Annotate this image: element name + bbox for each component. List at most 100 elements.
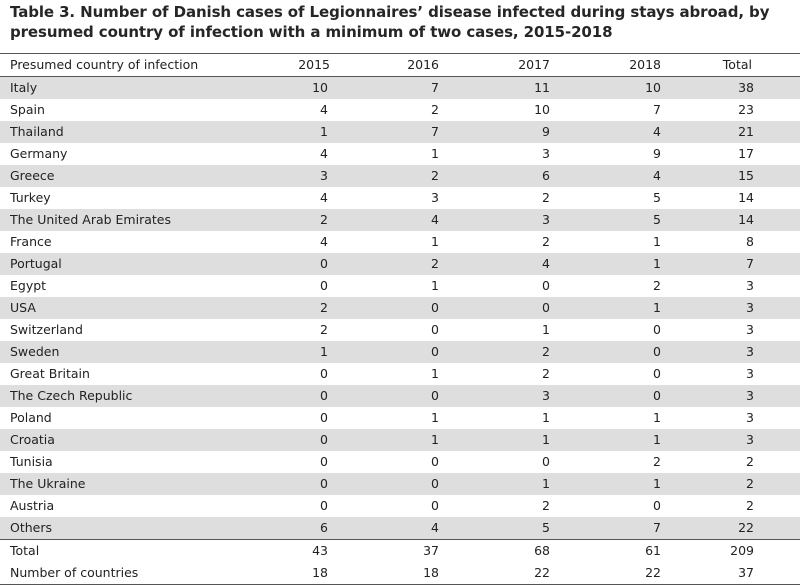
cell-2018: 7 [570, 99, 686, 121]
cell-country: Turkey [0, 187, 222, 209]
table-row: USA 2 0 0 1 3 [0, 297, 800, 319]
cell-total: 209 [686, 539, 800, 562]
header-2018: 2018 [570, 53, 686, 77]
header-2016: 2016 [338, 53, 454, 77]
cell-2015: 2 [222, 319, 338, 341]
cell-country: Greece [0, 165, 222, 187]
table-row: Germany 4 1 3 9 17 [0, 143, 800, 165]
cell-2016: 1 [338, 429, 454, 451]
table-row: The United Arab Emirates 2 4 3 5 14 [0, 209, 800, 231]
cell-2016: 4 [338, 209, 454, 231]
cell-country: The Czech Republic [0, 385, 222, 407]
country-count-row: Number of countries 18 18 22 22 37 [0, 562, 800, 585]
cell-total: 3 [686, 275, 800, 297]
cell-2015: 43 [222, 539, 338, 562]
cell-2018: 0 [570, 319, 686, 341]
cell-2018: 61 [570, 539, 686, 562]
cell-total: 3 [686, 341, 800, 363]
cell-country: Egypt [0, 275, 222, 297]
cell-2015: 4 [222, 187, 338, 209]
cell-2015: 0 [222, 451, 338, 473]
cell-total: 3 [686, 297, 800, 319]
cell-2017: 1 [454, 407, 570, 429]
cell-2016: 0 [338, 495, 454, 517]
table-row: Italy 10 7 11 10 38 [0, 76, 800, 99]
cell-2015: 0 [222, 363, 338, 385]
cell-total: 2 [686, 495, 800, 517]
cell-2018: 1 [570, 297, 686, 319]
cell-total: 8 [686, 231, 800, 253]
cell-2017: 2 [454, 231, 570, 253]
cell-2018: 1 [570, 407, 686, 429]
cell-total: 3 [686, 429, 800, 451]
cell-2017: 1 [454, 473, 570, 495]
cell-2016: 1 [338, 231, 454, 253]
cell-2016: 1 [338, 363, 454, 385]
cell-2016: 0 [338, 385, 454, 407]
cell-2018: 22 [570, 562, 686, 585]
cell-2015: 1 [222, 121, 338, 143]
cell-2016: 1 [338, 143, 454, 165]
cell-2017: 68 [454, 539, 570, 562]
cell-total: 7 [686, 253, 800, 275]
cell-country: Sweden [0, 341, 222, 363]
cell-country: France [0, 231, 222, 253]
cell-2016: 1 [338, 275, 454, 297]
cell-2015: 4 [222, 143, 338, 165]
cell-2017: 4 [454, 253, 570, 275]
table-footer: Total 43 37 68 61 209 Number of countries 18 18 2… [0, 539, 800, 585]
cell-2017: 5 [454, 517, 570, 540]
cell-country: Tunisia [0, 451, 222, 473]
cell-country: Switzerland [0, 319, 222, 341]
table-body: Italy 10 7 11 10 38 Spain 4 2 10 7 23 Thailand 1 7 9 4 21… [0, 76, 800, 540]
data-table-container: Presumed country of infection 2015 2016 … [0, 53, 800, 585]
cell-2016: 0 [338, 319, 454, 341]
table-row: Greece 3 2 6 4 15 [0, 165, 800, 187]
header-2017: 2017 [454, 53, 570, 77]
cell-total: 3 [686, 407, 800, 429]
cell-2016: 3 [338, 187, 454, 209]
cell-2018: 1 [570, 429, 686, 451]
cell-2016: 2 [338, 165, 454, 187]
cell-country: Total [0, 539, 222, 562]
cell-total: 21 [686, 121, 800, 143]
cell-2016: 1 [338, 407, 454, 429]
cell-2017: 3 [454, 209, 570, 231]
cell-country: USA [0, 297, 222, 319]
cell-2015: 0 [222, 495, 338, 517]
cell-2016: 0 [338, 473, 454, 495]
cell-total: 2 [686, 473, 800, 495]
cell-2018: 0 [570, 363, 686, 385]
cell-total: 14 [686, 187, 800, 209]
cell-2018: 2 [570, 275, 686, 297]
cell-2016: 18 [338, 562, 454, 585]
table-row: Poland 0 1 1 1 3 [0, 407, 800, 429]
table-row: France 4 1 2 1 8 [0, 231, 800, 253]
cell-2017: 22 [454, 562, 570, 585]
cell-2016: 7 [338, 121, 454, 143]
table-row: Portugal 0 2 4 1 7 [0, 253, 800, 275]
cell-total: 22 [686, 517, 800, 540]
header-row: Presumed country of infection 2015 2016 … [0, 53, 800, 77]
cell-2015: 18 [222, 562, 338, 585]
cell-2018: 4 [570, 165, 686, 187]
cell-total: 15 [686, 165, 800, 187]
cell-total: 17 [686, 143, 800, 165]
header-2015: 2015 [222, 53, 338, 77]
cell-2016: 37 [338, 539, 454, 562]
cell-2017: 3 [454, 385, 570, 407]
cell-2018: 1 [570, 253, 686, 275]
header-country: Presumed country of infection [0, 53, 222, 77]
cell-2015: 0 [222, 275, 338, 297]
cell-2017: 1 [454, 319, 570, 341]
table-row: Turkey 4 3 2 5 14 [0, 187, 800, 209]
cell-2016: 0 [338, 451, 454, 473]
cell-2016: 0 [338, 297, 454, 319]
cell-2018: 10 [570, 76, 686, 99]
cell-2015: 2 [222, 297, 338, 319]
cell-country: The United Arab Emirates [0, 209, 222, 231]
cell-country: Germany [0, 143, 222, 165]
cell-country: Portugal [0, 253, 222, 275]
cell-2016: 4 [338, 517, 454, 540]
cell-2015: 0 [222, 429, 338, 451]
